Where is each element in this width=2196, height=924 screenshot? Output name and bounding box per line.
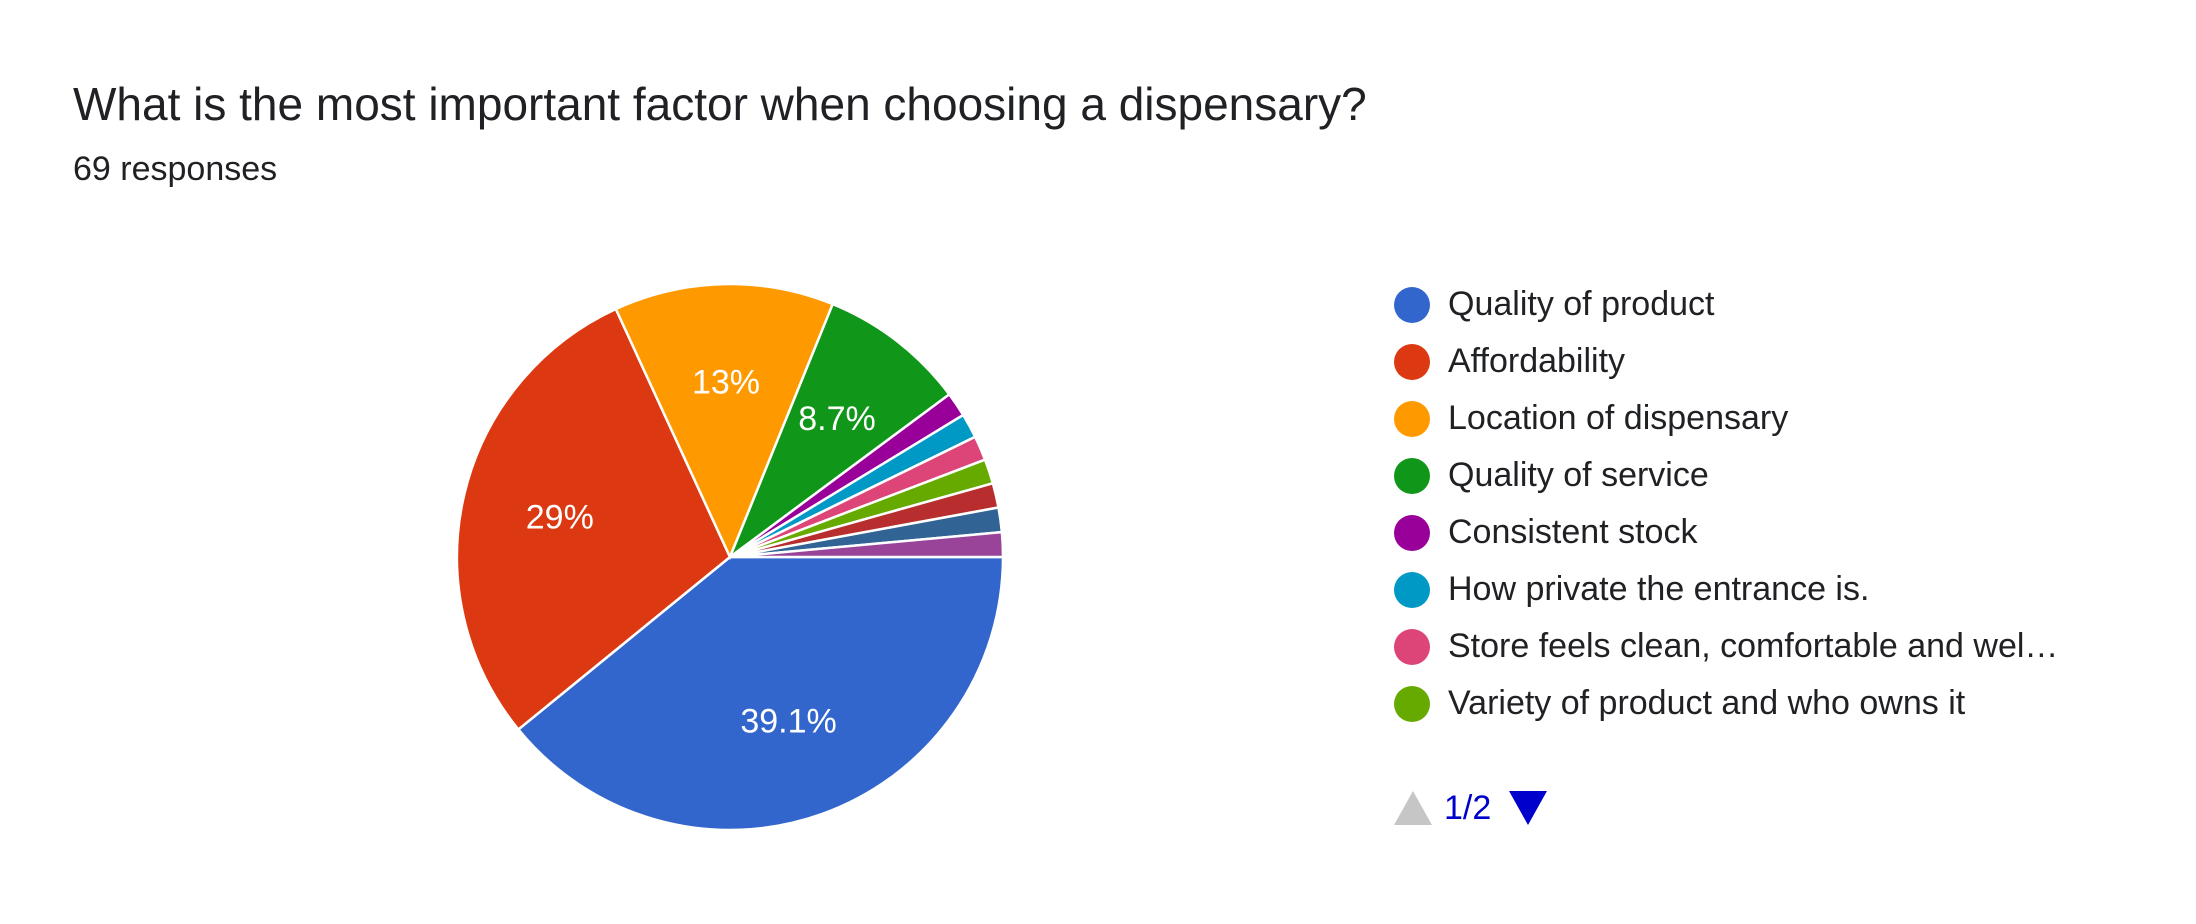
pie-slice[interactable] xyxy=(729,530,1005,559)
legend-swatch xyxy=(1394,400,1430,437)
legend-item[interactable]: Affordability xyxy=(1394,333,2058,390)
legend-swatch xyxy=(1394,685,1430,722)
legend-swatch xyxy=(1394,343,1430,380)
page-indicator: 1/2 xyxy=(1444,788,1492,827)
legend-swatch xyxy=(1394,286,1430,323)
legend-swatch xyxy=(1394,628,1430,665)
legend-label: Variety of product and who owns it xyxy=(1448,684,1966,722)
legend-label: Store feels clean, comfortable and wel… xyxy=(1448,627,2059,665)
slice-data-label: 8.7% xyxy=(798,400,876,438)
slice-data-label: 13% xyxy=(692,363,760,401)
legend-pager: 1/2 xyxy=(1394,785,1548,831)
pie-slice[interactable] xyxy=(455,307,732,732)
triangle-up-icon[interactable] xyxy=(1394,791,1432,825)
pie-slice[interactable] xyxy=(516,555,1005,832)
pie-slice[interactable] xyxy=(727,302,952,561)
legend-label: Quality of product xyxy=(1448,285,1715,323)
legend-label: Affordability xyxy=(1448,342,1626,380)
legend-item[interactable]: Quality of service xyxy=(1394,447,2058,504)
legend-item[interactable]: Store feels clean, comfortable and wel… xyxy=(1394,618,2058,675)
legend-swatch xyxy=(1394,457,1430,494)
legend-swatch xyxy=(1394,514,1430,551)
legend-item[interactable]: How private the entrance is. xyxy=(1394,561,2058,618)
legend-label: Location of dispensary xyxy=(1448,399,1789,437)
legend-item[interactable]: Location of dispensary xyxy=(1394,390,2058,447)
chart-legend: Quality of product Affordability Locatio… xyxy=(1394,276,2058,732)
legend-item[interactable]: Variety of product and who owns it xyxy=(1394,675,2058,732)
chart-title: What is the most important factor when c… xyxy=(73,78,1367,130)
legend-item[interactable]: Consistent stock xyxy=(1394,504,2058,561)
slice-data-label: 29% xyxy=(526,499,594,537)
pie-slice[interactable] xyxy=(614,282,835,561)
legend-label: Quality of service xyxy=(1448,456,1709,494)
legend-item[interactable]: Quality of product xyxy=(1394,276,2058,333)
legend-swatch xyxy=(1394,571,1430,608)
triangle-down-icon[interactable] xyxy=(1509,791,1548,825)
legend-label: How private the entrance is. xyxy=(1448,570,1870,608)
legend-label: Consistent stock xyxy=(1448,513,1698,551)
response-count: 69 responses xyxy=(73,150,278,188)
slice-data-label: 39.1% xyxy=(740,703,836,741)
